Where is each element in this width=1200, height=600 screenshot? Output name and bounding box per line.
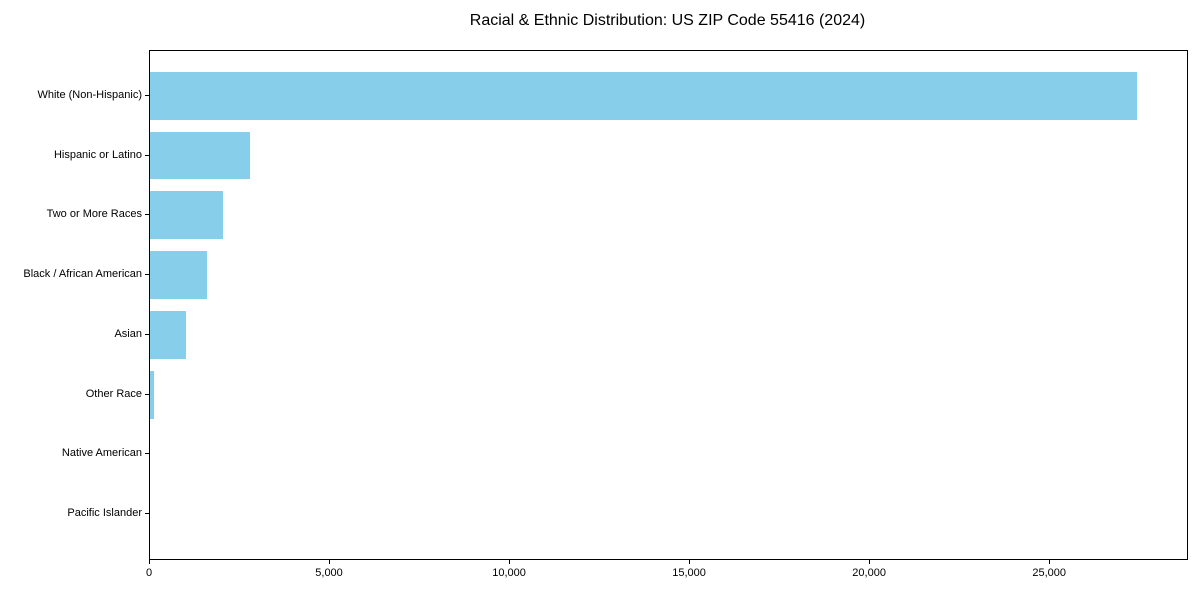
y-tick-mark-pacific-islander <box>145 513 149 515</box>
y-tick-mark-asian <box>145 333 149 335</box>
x-tick-label-25,000: 25,000 <box>1032 567 1066 579</box>
y-tick-label-hispanic-or-latino: Hispanic or Latino <box>53 148 142 161</box>
y-tick-mark-black-african-american <box>145 274 149 276</box>
x-tick-label-15,000: 15,000 <box>672 567 706 579</box>
chart-title: Racial & Ethnic Distribution: US ZIP Cod… <box>469 12 866 29</box>
bar-asian <box>150 310 186 359</box>
bar-white-non-hispanic <box>150 71 1137 120</box>
x-tick-mark-10,000 <box>509 560 511 564</box>
y-tick-label-other-race: Other Race <box>85 387 142 400</box>
x-tick-label-20,000: 20,000 <box>852 567 886 579</box>
bar-two-or-more-races <box>150 191 224 240</box>
y-tick-mark-other-race <box>145 393 149 395</box>
x-tick-mark-0 <box>149 560 150 564</box>
x-tick-mark-5,000 <box>329 560 331 564</box>
x-tick-label-5,000: 5,000 <box>315 567 343 579</box>
y-tick-label-native-american: Native American <box>61 447 142 460</box>
x-tick-mark-20,000 <box>869 560 871 564</box>
y-tick-label-white-non-hispanic: White (Non-Hispanic) <box>37 88 142 101</box>
y-tick-mark-white-non-hispanic <box>145 94 149 96</box>
x-tick-mark-15,000 <box>689 560 691 564</box>
y-tick-label-two-or-more-races: Two or More Races <box>46 208 142 221</box>
y-tick-mark-hispanic-or-latino <box>145 154 149 156</box>
plot-area <box>149 50 1188 560</box>
x-tick-mark-25,000 <box>1049 560 1051 564</box>
y-tick-label-black-african-american: Black / African American <box>23 268 142 281</box>
y-tick-mark-native-american <box>145 453 149 455</box>
x-tick-label-0: 0 <box>145 567 153 579</box>
x-tick-label-10,000: 10,000 <box>492 567 526 579</box>
y-tick-label-asian: Asian <box>114 327 142 340</box>
y-tick-label-pacific-islander: Pacific Islander <box>67 507 142 520</box>
bar-other-race <box>150 370 155 419</box>
bar-black-african-american <box>150 251 207 299</box>
y-tick-mark-two-or-more-races <box>145 214 149 216</box>
bar-hispanic-or-latino <box>150 131 251 180</box>
